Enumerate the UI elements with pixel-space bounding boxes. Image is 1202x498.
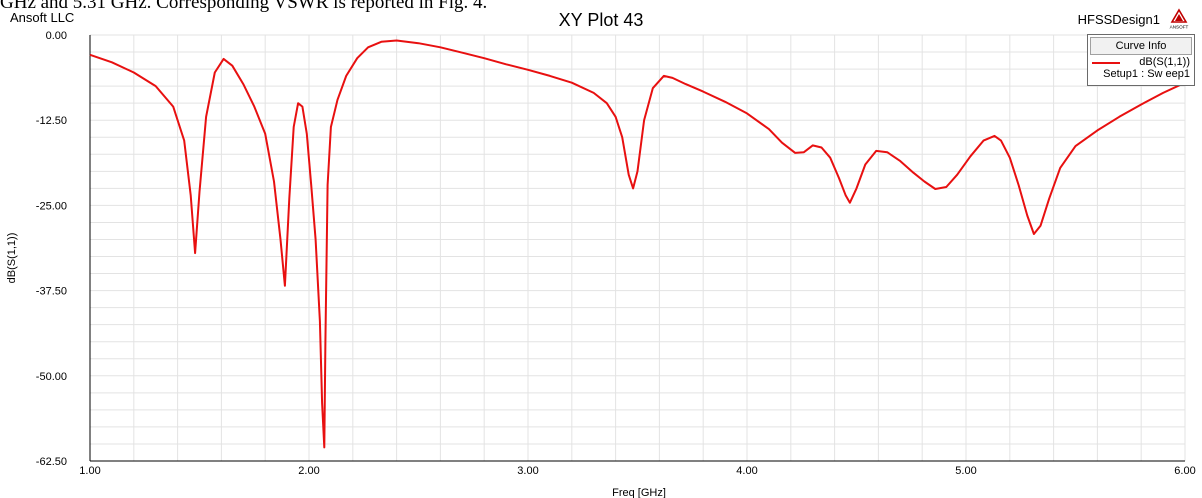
legend-setup-label: Setup1 : Sw eep1 xyxy=(1103,68,1190,80)
caption-text: GHz and 5.31 GHz. Corresponding VSWR is … xyxy=(0,0,488,12)
legend-swatch xyxy=(1092,62,1120,64)
x-tick-label: 3.00 xyxy=(517,465,538,477)
grid-lines xyxy=(89,34,1186,462)
y-tick-label: 0.00 xyxy=(46,30,67,42)
legend-series-name: dB(S(1,1)) xyxy=(1139,56,1190,68)
ansoft-logo-icon: ANSOFT xyxy=(1170,8,1189,30)
axes xyxy=(89,35,1185,462)
plot-area xyxy=(90,35,1185,461)
company-label: Ansoft LLC xyxy=(10,10,75,25)
y-tick-label: -62.50 xyxy=(36,456,67,468)
y-tick-label: -37.50 xyxy=(36,286,67,298)
y-axis-label: dB(S(1,1)) xyxy=(6,233,18,284)
y-tick-label: -12.50 xyxy=(36,115,67,127)
logo-text: ANSOFT xyxy=(1170,25,1189,30)
x-axis-label: Freq [GHz] xyxy=(612,487,666,498)
x-tick-label: 4.00 xyxy=(736,465,757,477)
x-tick-label: 6.00 xyxy=(1174,465,1195,477)
tick-labels: 1.00 2.00 3.00 4.00 5.00 6.00 0.00 -12.50 -25.00… xyxy=(36,30,1196,477)
y-tick-label: -50.00 xyxy=(36,371,67,383)
design-name: HFSSDesign1 xyxy=(1077,12,1160,27)
legend-title: Curve Info xyxy=(1090,37,1192,55)
x-tick-label: 2.00 xyxy=(298,465,319,477)
series-line-s11 xyxy=(89,39,1186,449)
series-curves xyxy=(89,39,1186,449)
y-tick-label: -25.00 xyxy=(36,200,67,212)
x-tick-label: 5.00 xyxy=(955,465,976,477)
x-tick-label: 1.00 xyxy=(79,465,100,477)
plot-title: XY Plot 43 xyxy=(558,10,644,30)
curve-info-legend[interactable]: Curve Info dB(S(1,1)) Setup1 : Sw eep1 xyxy=(1087,34,1195,86)
